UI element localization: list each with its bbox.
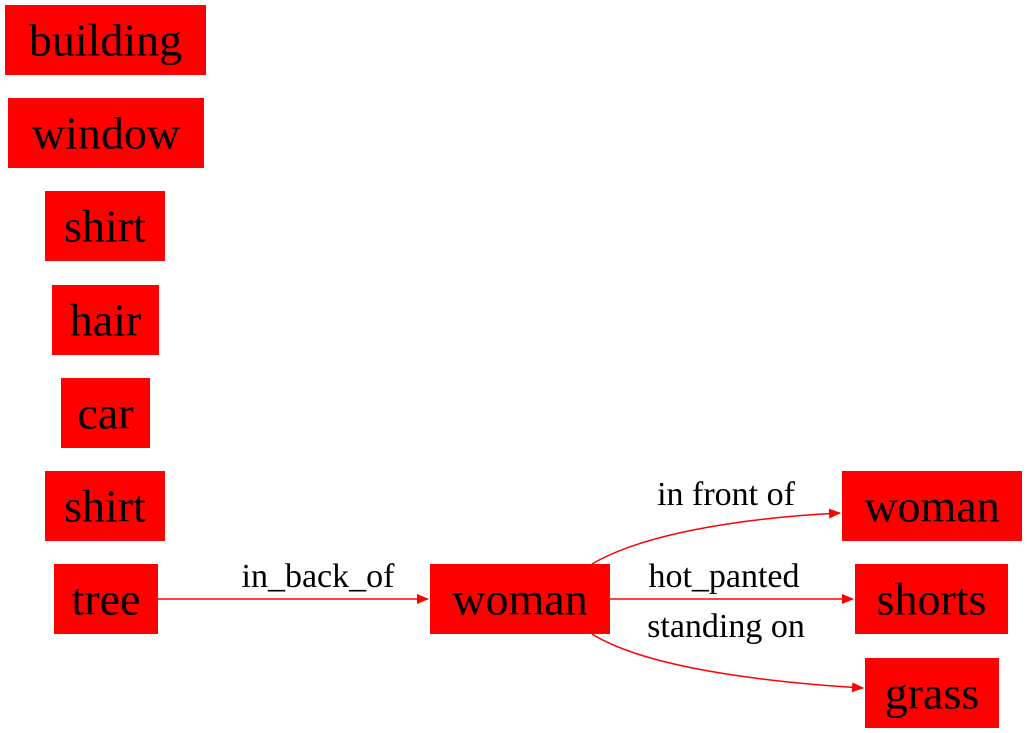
node-box [61, 378, 150, 448]
node-car: car [61, 378, 150, 448]
nodes-layer: building window shirt hair car shirt tree woman… [5, 5, 1022, 728]
node-label: shirt [64, 201, 146, 252]
node-label: woman [864, 481, 999, 532]
edge-label: hot_panted [648, 558, 799, 595]
node-box [855, 564, 1008, 634]
edge-woman1-woman2: in front of [591, 476, 841, 565]
node-shirt1: shirt [45, 191, 165, 261]
node-label: car [77, 388, 133, 439]
edges-layer: in_back_of in front of hot_panted standing … [158, 476, 864, 693]
edge-label: in front of [657, 476, 796, 513]
node-grass: grass [865, 658, 999, 728]
node-box [430, 564, 610, 634]
node-box [45, 471, 165, 541]
node-tree: tree [54, 564, 158, 634]
edge-label: in_back_of [242, 558, 396, 595]
edge-tree-woman1: in_back_of [158, 558, 429, 604]
node-label: window [32, 108, 181, 159]
node-label: grass [885, 668, 980, 719]
node-box [842, 471, 1022, 541]
node-shirt2: shirt [45, 471, 165, 541]
edge-label: standing on [647, 608, 805, 645]
edge-arrow [591, 633, 864, 693]
node-box [54, 564, 158, 634]
node-label: tree [72, 574, 141, 625]
node-shorts: shorts [855, 564, 1008, 634]
node-woman1: woman [430, 564, 610, 634]
node-box [8, 98, 204, 168]
node-label: woman [452, 574, 587, 625]
node-label: building [29, 15, 182, 66]
node-box [52, 285, 159, 355]
node-woman2: woman [842, 471, 1022, 541]
edge-arrow [591, 508, 841, 565]
node-label: shirt [64, 481, 146, 532]
node-building: building [5, 5, 206, 75]
node-box [865, 658, 999, 728]
node-label: hair [70, 295, 142, 346]
node-box [45, 191, 165, 261]
edge-woman1-grass: standing on [591, 608, 864, 693]
node-box [5, 5, 206, 75]
node-hair: hair [52, 285, 159, 355]
node-window: window [8, 98, 204, 168]
edge-woman1-shorts: hot_panted [610, 558, 854, 604]
node-label: shorts [877, 574, 987, 625]
